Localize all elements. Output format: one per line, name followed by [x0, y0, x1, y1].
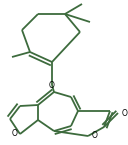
Text: O: O	[12, 129, 18, 138]
Text: O: O	[92, 132, 97, 141]
Text: O: O	[121, 108, 127, 117]
Text: O: O	[49, 80, 55, 89]
